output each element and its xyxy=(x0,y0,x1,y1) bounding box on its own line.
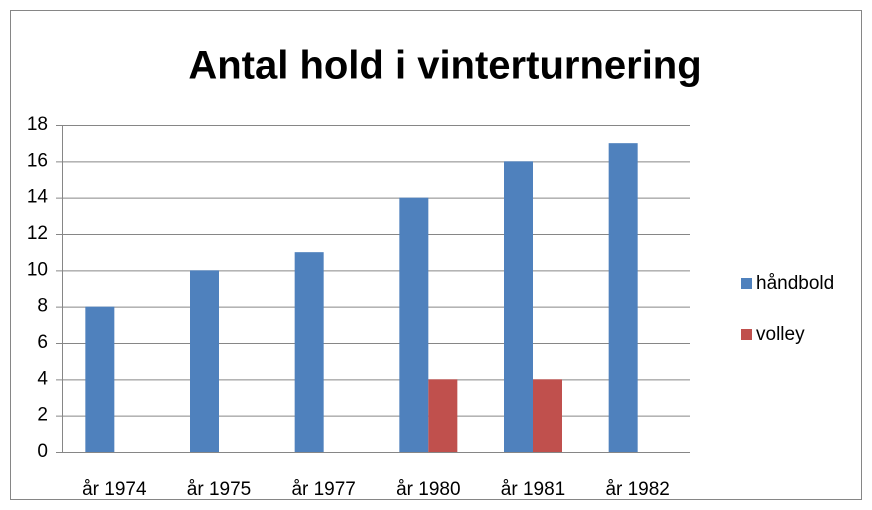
y-tick-label: 8 xyxy=(37,296,48,317)
bar xyxy=(533,379,562,452)
y-tick-label: 18 xyxy=(27,114,48,135)
bar xyxy=(294,252,324,452)
legend-swatch xyxy=(741,329,752,340)
bar xyxy=(504,161,533,453)
y-tick-label: 0 xyxy=(37,441,48,462)
bar xyxy=(85,306,115,452)
legend-label: volley xyxy=(756,324,805,345)
x-tick-label: år 1977 xyxy=(291,479,355,500)
y-tick-label: 2 xyxy=(37,405,48,426)
bar xyxy=(399,197,429,452)
x-tick-label: år 1982 xyxy=(605,479,669,500)
x-tick-label: år 1981 xyxy=(501,479,565,500)
x-tick-label: år 1975 xyxy=(187,479,251,500)
bar xyxy=(190,270,219,452)
y-tick-label: 14 xyxy=(27,187,49,208)
bar xyxy=(608,143,638,452)
legend-swatch xyxy=(741,278,752,289)
y-tick-label: 16 xyxy=(27,150,48,171)
bar xyxy=(428,379,458,452)
x-tick-label: år 1980 xyxy=(396,479,460,500)
y-tick-label: 4 xyxy=(37,368,48,389)
chart-title: Antal hold i vinterturnering xyxy=(188,44,701,88)
legend-label: håndbold xyxy=(756,273,834,294)
y-tick-label: 10 xyxy=(27,259,48,280)
y-tick-label: 6 xyxy=(37,332,48,353)
y-tick-label: 12 xyxy=(27,223,48,244)
x-tick-label: år 1974 xyxy=(82,479,147,500)
